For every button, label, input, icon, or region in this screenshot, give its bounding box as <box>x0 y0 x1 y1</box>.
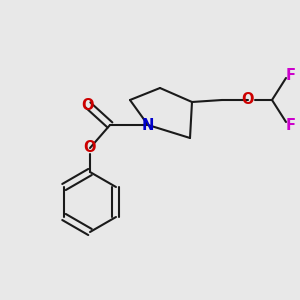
Text: F: F <box>286 68 296 82</box>
Text: O: O <box>82 98 94 112</box>
Text: F: F <box>286 118 296 133</box>
Text: O: O <box>84 140 96 155</box>
Text: N: N <box>142 118 154 133</box>
Text: O: O <box>242 92 254 107</box>
